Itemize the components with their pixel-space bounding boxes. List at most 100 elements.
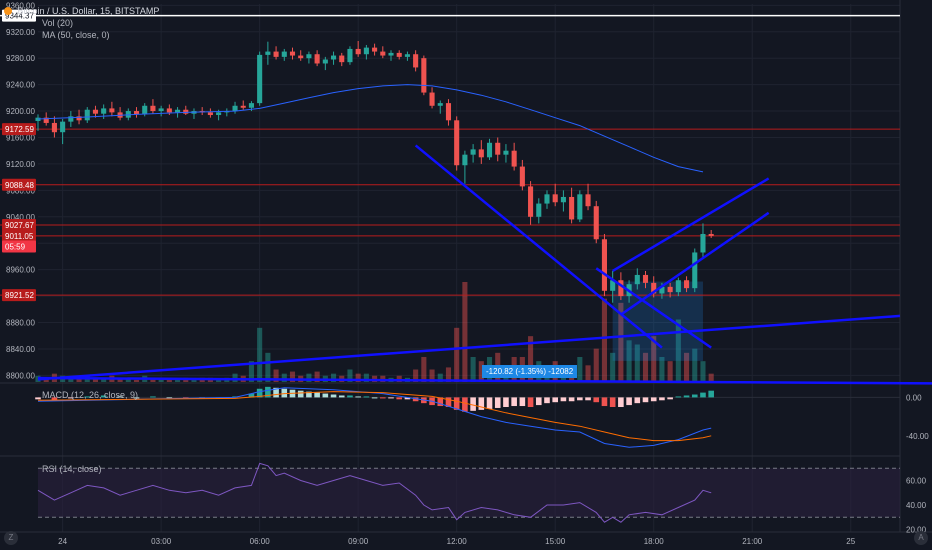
candle[interactable] bbox=[478, 140, 484, 164]
candle[interactable] bbox=[536, 198, 542, 224]
volume-bar bbox=[585, 365, 591, 382]
candle[interactable] bbox=[322, 56, 328, 71]
candle[interactable] bbox=[413, 50, 419, 72]
candle[interactable] bbox=[240, 100, 246, 110]
trend-line[interactable] bbox=[37, 376, 932, 385]
trend-line[interactable] bbox=[595, 267, 712, 349]
candle[interactable] bbox=[684, 276, 690, 293]
candle[interactable] bbox=[708, 230, 714, 238]
candle[interactable] bbox=[610, 270, 616, 303]
candle[interactable] bbox=[92, 105, 99, 118]
candle[interactable] bbox=[642, 270, 649, 289]
candle[interactable] bbox=[60, 118, 66, 145]
candle[interactable] bbox=[388, 50, 394, 61]
candle[interactable] bbox=[84, 107, 90, 123]
trend-line[interactable] bbox=[612, 177, 770, 273]
candle[interactable] bbox=[380, 46, 386, 59]
candle[interactable] bbox=[347, 46, 353, 65]
candle[interactable] bbox=[454, 116, 460, 171]
candle[interactable] bbox=[314, 50, 320, 67]
candle[interactable] bbox=[257, 51, 263, 106]
macd-legend[interactable]: MACD (12, 26, close, 9) bbox=[42, 390, 139, 400]
candlesticks[interactable] bbox=[35, 41, 714, 303]
candle[interactable] bbox=[569, 187, 575, 224]
candle[interactable] bbox=[404, 51, 410, 61]
candle[interactable] bbox=[372, 43, 378, 56]
candle[interactable] bbox=[183, 105, 189, 116]
candle[interactable] bbox=[330, 51, 337, 65]
candle[interactable] bbox=[109, 101, 115, 117]
candle-body bbox=[495, 142, 501, 155]
candle[interactable] bbox=[396, 50, 402, 60]
candle-body bbox=[273, 51, 279, 57]
candle[interactable] bbox=[437, 100, 443, 114]
candle[interactable] bbox=[634, 268, 640, 290]
rsi-legend[interactable]: RSI (14, close) bbox=[42, 464, 102, 474]
volume-bar bbox=[191, 379, 197, 382]
candle[interactable] bbox=[273, 46, 279, 60]
candle[interactable] bbox=[544, 190, 550, 209]
candle[interactable] bbox=[281, 48, 287, 61]
candle[interactable] bbox=[355, 41, 361, 57]
candle[interactable] bbox=[207, 108, 213, 118]
candle-body bbox=[84, 109, 90, 121]
moving-average bbox=[37, 84, 704, 173]
candle[interactable] bbox=[552, 183, 558, 207]
candle[interactable] bbox=[528, 181, 534, 225]
candle-body bbox=[421, 58, 427, 93]
candle[interactable] bbox=[511, 142, 517, 171]
candle[interactable] bbox=[462, 150, 468, 184]
price-marker-bg bbox=[2, 229, 36, 242]
logo-button[interactable]: Z bbox=[4, 531, 18, 545]
candle[interactable] bbox=[421, 55, 427, 96]
candle[interactable] bbox=[519, 159, 525, 191]
candle[interactable] bbox=[150, 99, 156, 114]
candle[interactable] bbox=[339, 52, 345, 67]
candle[interactable] bbox=[265, 41, 271, 65]
candle[interactable] bbox=[585, 183, 591, 211]
macd-line bbox=[37, 387, 712, 448]
candle[interactable] bbox=[577, 190, 583, 223]
candle[interactable] bbox=[363, 44, 369, 60]
candle[interactable] bbox=[51, 116, 57, 138]
macd-histogram-bar bbox=[437, 397, 444, 407]
ma-legend[interactable]: MA (50, close, 0) bbox=[42, 30, 110, 40]
time-tick-label: 24 bbox=[58, 537, 67, 546]
candle[interactable] bbox=[651, 276, 657, 298]
candle[interactable] bbox=[700, 223, 706, 258]
candle[interactable] bbox=[68, 111, 74, 127]
trend-drawings[interactable] bbox=[37, 144, 932, 385]
candle[interactable] bbox=[35, 114, 41, 131]
volume-bar bbox=[265, 352, 271, 382]
trend-line[interactable] bbox=[37, 314, 901, 381]
candle[interactable] bbox=[495, 137, 501, 162]
candle[interactable] bbox=[503, 144, 509, 163]
auto-scale-button[interactable]: A bbox=[914, 531, 928, 545]
candle[interactable] bbox=[560, 190, 566, 212]
candle[interactable] bbox=[667, 282, 673, 298]
candle[interactable] bbox=[133, 107, 140, 118]
candle[interactable] bbox=[486, 138, 493, 160]
time-axis[interactable]: 24 03:00 06:00 09:00 12:00 15:00 18:00 21:00 25 bbox=[58, 537, 856, 546]
candle[interactable] bbox=[232, 101, 238, 114]
candle[interactable] bbox=[289, 47, 296, 60]
candle[interactable] bbox=[298, 50, 304, 61]
candle[interactable] bbox=[675, 277, 681, 297]
candle[interactable] bbox=[601, 233, 608, 297]
vol-legend[interactable]: Vol (20) bbox=[42, 18, 74, 28]
chart-title[interactable]: Bitcoin / U.S. Dollar, 15, BITSTAMP bbox=[17, 6, 160, 16]
candle[interactable] bbox=[158, 105, 164, 117]
candle[interactable] bbox=[429, 87, 435, 109]
candle[interactable] bbox=[692, 248, 698, 293]
macd-histogram-bar bbox=[338, 395, 345, 398]
candle-body bbox=[281, 51, 287, 57]
candle[interactable] bbox=[445, 99, 452, 126]
candle[interactable] bbox=[306, 51, 312, 64]
candle[interactable] bbox=[470, 144, 476, 163]
candle[interactable] bbox=[593, 200, 599, 244]
candle-body bbox=[569, 196, 575, 220]
macd-histogram-bar bbox=[544, 397, 550, 404]
trend-line[interactable] bbox=[620, 211, 770, 316]
